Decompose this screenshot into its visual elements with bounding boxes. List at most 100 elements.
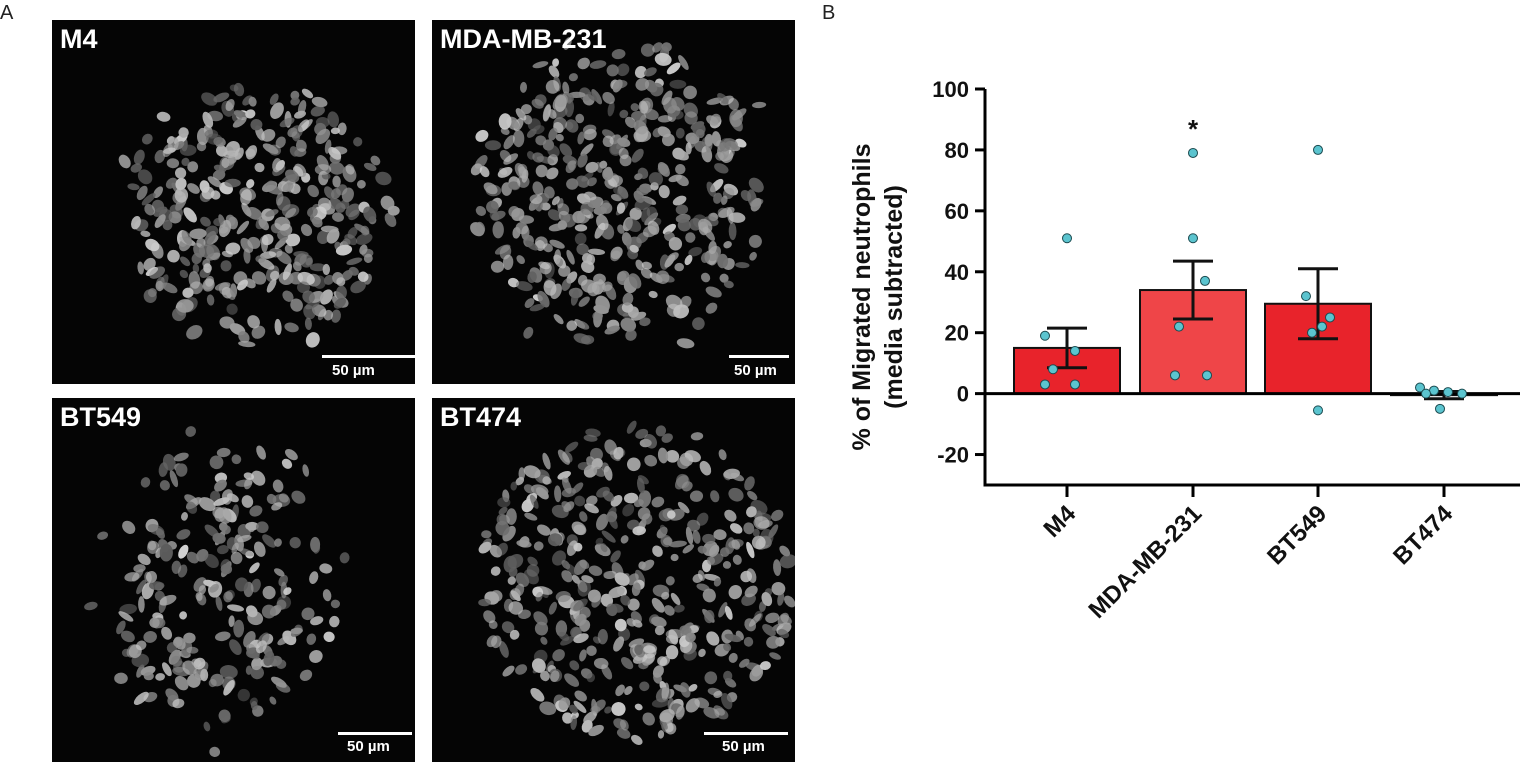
cell-nucleus bbox=[251, 325, 266, 339]
cell-nucleus bbox=[749, 666, 764, 682]
y-tick-label: 20 bbox=[945, 321, 969, 346]
cell-nucleus bbox=[166, 642, 178, 654]
cell-nucleus bbox=[697, 545, 707, 554]
data-point bbox=[1174, 321, 1184, 332]
cell-nucleus bbox=[169, 470, 179, 488]
cell-nucleus bbox=[577, 580, 591, 597]
cell-nucleus bbox=[561, 278, 572, 291]
cell-nucleus bbox=[154, 149, 166, 164]
cell-nucleus bbox=[262, 143, 279, 155]
cell-nucleus bbox=[554, 93, 568, 108]
cell-nucleus bbox=[290, 125, 303, 139]
cell-nucleus bbox=[724, 605, 733, 620]
cell-nucleus bbox=[503, 135, 515, 150]
cell-nucleus bbox=[285, 233, 301, 247]
cell-nucleus bbox=[661, 90, 673, 106]
cell-nucleus bbox=[223, 680, 235, 696]
cell-nucleus bbox=[529, 303, 545, 312]
cell-nucleus bbox=[648, 290, 658, 299]
cell-nucleus bbox=[670, 592, 681, 606]
data-point bbox=[1313, 144, 1323, 155]
cell-nucleus bbox=[271, 676, 287, 688]
cell-nucleus bbox=[593, 699, 606, 712]
cell-nucleus bbox=[638, 100, 649, 114]
cell-nucleus bbox=[704, 610, 715, 624]
cell-nucleus bbox=[141, 193, 156, 206]
cell-nucleus bbox=[290, 298, 303, 312]
cell-nucleus bbox=[213, 92, 230, 103]
cell-nucleus bbox=[475, 129, 489, 142]
scale-bar-label: 50 µm bbox=[722, 738, 765, 755]
cell-nucleus bbox=[711, 131, 722, 147]
cell-nucleus bbox=[656, 270, 670, 285]
cell-nucleus bbox=[652, 584, 670, 597]
cell-nucleus bbox=[634, 499, 644, 508]
cell-nucleus bbox=[339, 552, 350, 564]
cell-nucleus bbox=[581, 575, 594, 584]
cell-nucleus bbox=[517, 175, 530, 188]
cell-nucleus bbox=[629, 244, 639, 253]
cell-nucleus bbox=[272, 479, 284, 493]
cell-nucleus bbox=[226, 303, 238, 315]
cell-nucleus bbox=[624, 492, 639, 504]
cell-nucleus bbox=[590, 447, 603, 461]
panel-a-label: A bbox=[0, 2, 14, 24]
cell-nucleus bbox=[578, 296, 590, 307]
cell-nucleus bbox=[240, 189, 252, 206]
cell-nucleus bbox=[593, 304, 609, 314]
cell-nucleus bbox=[262, 585, 276, 600]
cell-nucleus bbox=[200, 216, 211, 227]
cell-nucleus bbox=[192, 263, 200, 274]
cell-nucleus bbox=[332, 175, 341, 188]
cell-nucleus bbox=[294, 110, 306, 119]
cell-nucleus bbox=[604, 439, 618, 455]
cell-nucleus bbox=[492, 221, 504, 239]
cell-nucleus bbox=[530, 484, 549, 496]
cell-nucleus bbox=[219, 316, 235, 329]
cell-nucleus bbox=[261, 604, 276, 619]
cell-nucleus bbox=[355, 233, 373, 245]
cell-nucleus bbox=[722, 560, 732, 569]
cell-nucleus bbox=[614, 618, 627, 632]
cell-nucleus bbox=[225, 98, 235, 112]
cell-nucleus bbox=[659, 708, 675, 723]
cell-nucleus bbox=[247, 315, 260, 329]
data-point bbox=[1170, 370, 1180, 381]
cell-nucleus bbox=[659, 656, 671, 667]
cell-nucleus bbox=[615, 684, 625, 697]
scale-bar bbox=[338, 732, 412, 735]
cell-nucleus bbox=[147, 540, 160, 554]
cell-nucleus bbox=[289, 146, 299, 157]
cell-nucleus bbox=[552, 58, 560, 67]
cell-nucleus bbox=[553, 117, 568, 131]
cell-nucleus bbox=[245, 109, 256, 119]
cell-nucleus bbox=[655, 425, 667, 437]
cell-nucleus bbox=[246, 179, 255, 189]
cell-nucleus bbox=[202, 111, 214, 128]
cell-nucleus bbox=[652, 127, 663, 138]
cell-nucleus bbox=[328, 198, 342, 210]
cell-nucleus bbox=[231, 454, 242, 465]
cell-nucleus bbox=[748, 234, 762, 248]
cell-nucleus bbox=[659, 719, 668, 730]
y-tick-label: 40 bbox=[945, 260, 969, 285]
cell-nucleus bbox=[181, 512, 188, 521]
cell-nucleus bbox=[536, 156, 555, 164]
y-tick-label: 60 bbox=[945, 199, 969, 224]
cell-nucleus bbox=[326, 228, 340, 244]
cell-nucleus bbox=[672, 195, 687, 206]
cell-nucleus bbox=[678, 55, 689, 70]
panel-b-label: B bbox=[822, 2, 836, 24]
cell-nucleus bbox=[496, 542, 508, 556]
cell-nucleus bbox=[602, 490, 615, 502]
cell-nucleus bbox=[256, 445, 267, 460]
scale-bar-label: 50 µm bbox=[332, 362, 375, 379]
cell-nucleus bbox=[357, 271, 369, 282]
cell-nucleus bbox=[213, 217, 224, 227]
cell-nucleus bbox=[543, 280, 557, 296]
cell-nucleus bbox=[642, 712, 655, 726]
cell-nucleus bbox=[198, 585, 207, 595]
cell-nucleus bbox=[282, 290, 294, 302]
cell-nucleus bbox=[238, 331, 250, 343]
cell-nucleus bbox=[276, 250, 292, 265]
